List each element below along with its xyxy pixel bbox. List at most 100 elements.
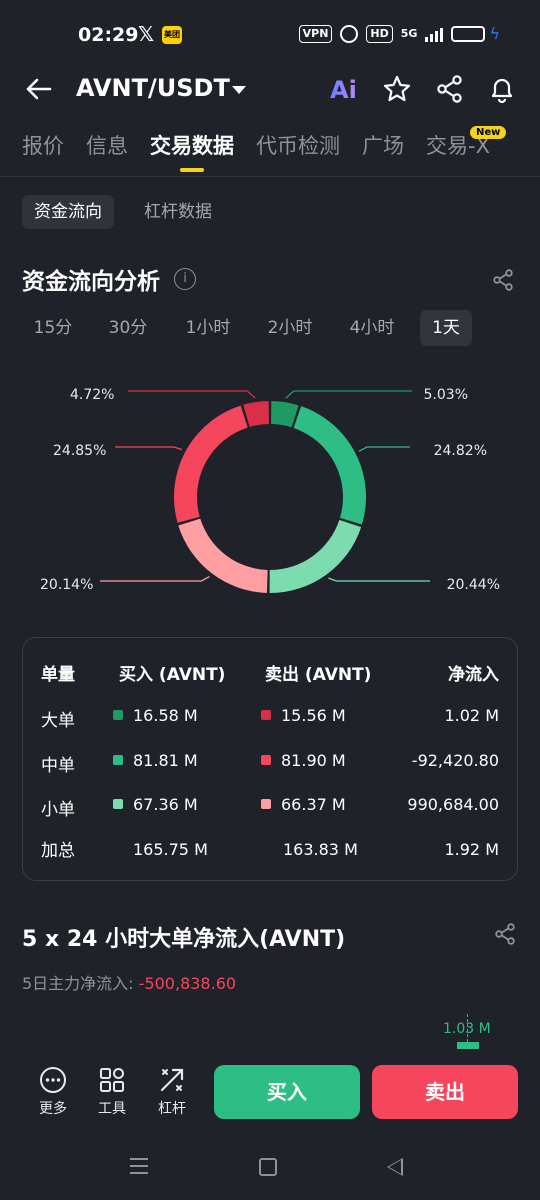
fund-flow-table: 单量 买入 (AVNT) 卖出 (AVNT) 净流入 大单 16.58 M 15…: [22, 637, 518, 881]
legend-swatch: [261, 710, 271, 720]
leverage-label: 杠杆: [158, 1101, 186, 1117]
nav-back-icon[interactable]: [387, 1158, 403, 1176]
donut-label: 4.72%: [70, 387, 114, 403]
tab-square[interactable]: 广场: [362, 134, 404, 158]
tools-button[interactable]: 工具: [90, 1066, 134, 1118]
donut-leader-line: [115, 446, 183, 451]
tab-info[interactable]: 信息: [86, 134, 128, 158]
status-bar: 02:29 𝕏 美团 VPN HD 5G ϟ: [0, 0, 540, 70]
row-label-total: 加总: [41, 841, 75, 861]
header-sell: 卖出 (AVNT): [265, 665, 372, 685]
donut-label: 24.85%: [53, 443, 106, 459]
donut-slice[interactable]: [178, 518, 268, 593]
total-buy-value: 165.75 M: [133, 840, 208, 859]
net-inflow-bar: [457, 1042, 479, 1049]
small-net-value: 990,684.00: [407, 795, 499, 814]
big-order-share-icon[interactable]: [493, 922, 517, 946]
donut-slice[interactable]: [293, 406, 366, 525]
legend-swatch: [113, 710, 123, 720]
large-buy-value: 16.58 M: [113, 706, 198, 725]
back-arrow-icon[interactable]: [22, 72, 56, 106]
tab-trading-data[interactable]: 交易数据: [150, 134, 234, 158]
sell-button[interactable]: 卖出: [372, 1065, 518, 1119]
charging-icon: ϟ: [489, 24, 500, 43]
ai-button[interactable]: Ai: [330, 76, 357, 104]
total-net-value: 1.92 M: [444, 840, 499, 859]
small-buy-value: 67.36 M: [113, 795, 198, 814]
row-label-large: 大单: [41, 711, 75, 731]
tab-token-check[interactable]: 代币检测: [256, 134, 340, 158]
legend-swatch: [113, 755, 123, 765]
timeframe-15m[interactable]: 15分: [33, 318, 73, 338]
buy-button[interactable]: 买入: [214, 1065, 360, 1119]
system-nav-bar: [0, 1140, 540, 1200]
legend-swatch: [261, 799, 271, 809]
timeframe-1d[interactable]: 1天: [420, 310, 472, 346]
donut-slice[interactable]: [271, 401, 299, 428]
medium-sell-value: 81.90 M: [261, 751, 346, 770]
star-icon[interactable]: [382, 74, 412, 104]
header-buy: 买入 (AVNT): [119, 665, 226, 685]
timeframe-30m[interactable]: 30分: [108, 318, 148, 338]
tabs-divider: [0, 176, 540, 177]
signal-icon: [425, 26, 444, 42]
share-icon[interactable]: [435, 74, 465, 104]
donut-slice[interactable]: [269, 519, 362, 593]
donut-leader-line: [358, 446, 410, 452]
donut-label: 24.82%: [434, 443, 487, 459]
big-order-title: 5 x 24 小时大单净流入(AVNT): [22, 927, 346, 952]
medium-net-value: -92,420.80: [411, 751, 499, 770]
main-tabs: 报价 信息 交易数据 代币检测 广场 交易-X New: [0, 126, 540, 176]
more-icon: [40, 1067, 66, 1093]
network-type: 5G: [400, 27, 418, 40]
fund-flow-donut-chart: 5.03% 24.82% 20.44% 20.14% 24.85% 4.72%: [40, 387, 500, 593]
alarm-icon: [340, 24, 359, 43]
small-sell-value: 66.37 M: [261, 795, 346, 814]
row-label-medium: 中单: [41, 756, 75, 776]
donut-label: 5.03%: [424, 387, 468, 403]
battery-icon: [451, 25, 486, 42]
caret-down-icon[interactable]: [232, 86, 246, 94]
donut-leader-line: [285, 390, 412, 399]
donut-leader-line: [328, 577, 430, 582]
row-label-small: 小单: [41, 800, 75, 820]
medium-buy-value: 81.81 M: [113, 751, 198, 770]
timeframe-4h[interactable]: 4小时: [349, 318, 395, 338]
more-button[interactable]: 更多: [31, 1066, 75, 1118]
header: AVNT/USDT Ai: [0, 66, 540, 116]
bell-icon[interactable]: [487, 74, 517, 104]
main-net-inflow-value: -500,838.60: [138, 974, 237, 993]
tools-grid-icon: [100, 1068, 124, 1092]
vpn-badge: VPN: [298, 24, 333, 43]
main-net-inflow: 5日主力净流入: -500,838.60: [22, 974, 237, 993]
bottom-action-bar: 更多 工具 杠杆 买入 卖出: [0, 1058, 540, 1134]
more-label: 更多: [39, 1101, 67, 1117]
meituan-app-icon: 美团: [162, 26, 182, 44]
donut-slice[interactable]: [243, 401, 269, 427]
section-share-icon[interactable]: [491, 268, 515, 292]
subtab-leverage-data[interactable]: 杠杆数据: [144, 202, 212, 222]
header-size: 单量: [41, 665, 75, 685]
recent-apps-icon[interactable]: [130, 1158, 148, 1179]
large-sell-value: 15.56 M: [261, 706, 346, 725]
subtab-fund-flow[interactable]: 资金流向: [22, 195, 114, 229]
total-sell-value: 163.83 M: [283, 840, 358, 859]
donut-slice[interactable]: [174, 405, 248, 523]
section-title: 资金流向分析: [22, 269, 160, 295]
new-badge: New: [470, 126, 507, 139]
bar-dash-line: [467, 1014, 468, 1042]
legend-swatch: [261, 755, 271, 765]
timeframe-2h[interactable]: 2小时: [267, 318, 313, 338]
info-icon[interactable]: i: [174, 268, 196, 290]
hd-badge: HD: [366, 24, 393, 43]
leverage-button[interactable]: 杠杆: [150, 1066, 194, 1118]
tools-label: 工具: [98, 1101, 126, 1117]
donut-leader-line: [100, 575, 210, 582]
home-icon[interactable]: [259, 1158, 277, 1176]
pair-title[interactable]: AVNT/USDT: [76, 74, 230, 102]
x-app-icon: 𝕏: [138, 22, 155, 46]
tab-quote[interactable]: 报价: [22, 134, 64, 158]
active-tab-indicator: [180, 168, 204, 172]
leverage-icon: [160, 1068, 184, 1092]
timeframe-1h[interactable]: 1小时: [185, 318, 231, 338]
